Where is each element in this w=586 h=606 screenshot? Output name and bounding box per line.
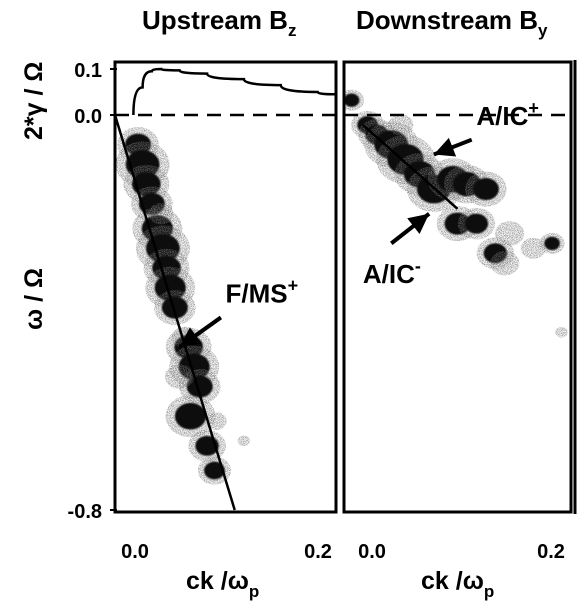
blob-halo — [237, 435, 251, 447]
growth-rate-curve — [132, 67, 336, 116]
data-blob — [555, 326, 568, 338]
panel-2-x-axis-label-subscript: p — [484, 582, 494, 601]
blob-core — [204, 461, 225, 480]
panel-2-title-subscript: y — [538, 21, 548, 40]
annotation-label-superscript: - — [415, 256, 421, 276]
data-blob — [188, 430, 226, 462]
annotation-label-superscript: + — [528, 98, 539, 118]
data-blob — [457, 207, 496, 240]
y-tick-label-zero: 0.0 — [74, 106, 102, 128]
dispersion-line — [362, 123, 459, 210]
blob-core — [472, 178, 499, 201]
blob-halo — [164, 364, 195, 389]
blob-core — [344, 93, 360, 107]
panel-1-x-axis-label: ck /ωp — [186, 567, 259, 601]
blob-halo — [490, 250, 520, 276]
panel-2-lines — [344, 113, 571, 210]
panel-2-annotations: A/IC+A/IC- — [363, 98, 539, 289]
panel-2-frame — [342, 60, 573, 514]
data-blob — [494, 221, 525, 246]
panel-1-x-tick-0: 0.0 — [121, 541, 149, 563]
y-tick-label-top: 0.1 — [74, 60, 102, 82]
blob-halo — [494, 221, 525, 246]
annotation-label-superscript: + — [288, 276, 299, 296]
annotation-label-text: A/IC — [363, 259, 415, 289]
panel-2-x-axis-label: ck /ωp — [421, 567, 494, 601]
annotation-label: F/MS+ — [226, 276, 299, 309]
data-blob — [205, 412, 227, 430]
panel-1-lines — [115, 67, 336, 511]
annotation-label: A/IC+ — [476, 98, 539, 131]
arrow-head — [433, 137, 457, 157]
y-tick-label-bottom: -0.8 — [68, 501, 102, 523]
panel-1-frame — [113, 60, 338, 514]
data-blob — [388, 114, 414, 136]
panel-2-blobs — [344, 89, 568, 338]
data-blob — [490, 250, 520, 276]
panel-2-title: Downstream By — [356, 5, 548, 40]
dispersion-line — [115, 114, 236, 511]
arrow-head — [407, 213, 430, 234]
blob-core — [161, 296, 188, 319]
data-blob — [148, 203, 174, 225]
panel-1-plot-area — [115, 67, 336, 511]
blob-halo — [520, 237, 546, 259]
annotation-label-text: A/IC — [476, 101, 528, 131]
annotation-1: A/IC+ — [433, 98, 539, 157]
data-blob — [520, 237, 546, 259]
blob-halo — [205, 412, 227, 430]
annotation-label: A/IC- — [363, 256, 421, 289]
annotation-2: A/IC- — [363, 212, 431, 289]
blob-core — [464, 213, 489, 234]
data-blob — [465, 171, 507, 207]
data-blob — [154, 290, 196, 326]
panel-1-x-axis-label-subscript: p — [249, 582, 259, 601]
panel-1-annotations: F/MS+ — [178, 276, 299, 349]
panel-1-blobs — [115, 127, 251, 485]
blob-core — [174, 402, 207, 430]
data-blob — [237, 435, 251, 447]
blob-core — [544, 236, 560, 251]
annotation-1: F/MS+ — [178, 276, 299, 349]
data-blob — [164, 364, 195, 389]
panel-2-x-tick-0: 0.0 — [358, 541, 386, 563]
y-axis-label-growth: 2*γ / Ω — [20, 62, 48, 140]
data-blob — [197, 456, 232, 485]
blob-core — [186, 375, 213, 398]
blob-halo — [555, 326, 568, 338]
blob-halo — [148, 203, 174, 225]
blob-halo — [388, 114, 414, 136]
data-blob — [344, 89, 365, 111]
arrow-head — [179, 327, 202, 348]
annotation-label-text: F/MS — [226, 279, 288, 309]
data-blob — [539, 232, 565, 254]
panel-1-title-subscript: z — [288, 21, 297, 40]
panel-1-x-tick-1: 0.2 — [304, 541, 332, 563]
panel-2-plot-area — [344, 89, 571, 338]
panel-2-x-tick-1: 0.2 — [537, 541, 565, 563]
y-axis-label-frequency: ω / Ω — [20, 268, 48, 330]
panel-1-title: Upstream Bz — [142, 5, 296, 40]
